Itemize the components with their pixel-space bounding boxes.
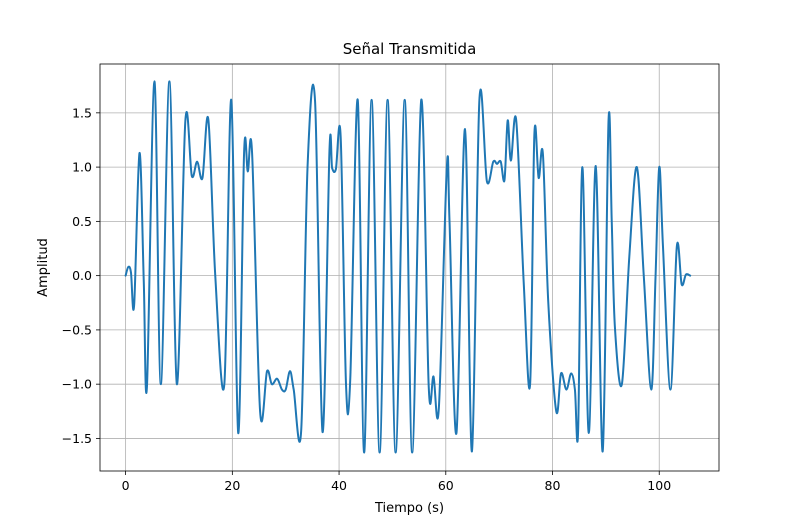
x-tick-label: 40: [331, 478, 347, 493]
y-tick-label: −0.5: [62, 322, 92, 337]
x-tick-label: 100: [647, 478, 671, 493]
y-tick-label: −1.5: [62, 431, 92, 446]
tick-layer: 0 20 40 60 80 100 −1.5 −1.0 −0.5 0.0 0.5 1.0 1.5: [62, 105, 672, 493]
y-tick-label: 0.0: [72, 268, 92, 283]
y-tick-label: 1.0: [72, 160, 92, 175]
x-tick-label: 80: [545, 478, 561, 493]
y-axis-label: Amplitud: [36, 238, 51, 297]
series-layer: [124, 80, 692, 454]
x-tick-label: 20: [224, 478, 240, 493]
chart-title: Señal Transmitida: [343, 40, 477, 58]
y-tick-label: 1.5: [72, 105, 92, 120]
x-tick-label: 60: [438, 478, 454, 493]
x-axis-label: Tiempo (s): [374, 501, 444, 516]
x-tick-label: 0: [122, 478, 130, 493]
series-line: [124, 80, 692, 454]
plot-frame: [99, 63, 720, 472]
y-tick-label: 0.5: [72, 214, 92, 229]
y-tick-label: −1.0: [62, 377, 92, 392]
